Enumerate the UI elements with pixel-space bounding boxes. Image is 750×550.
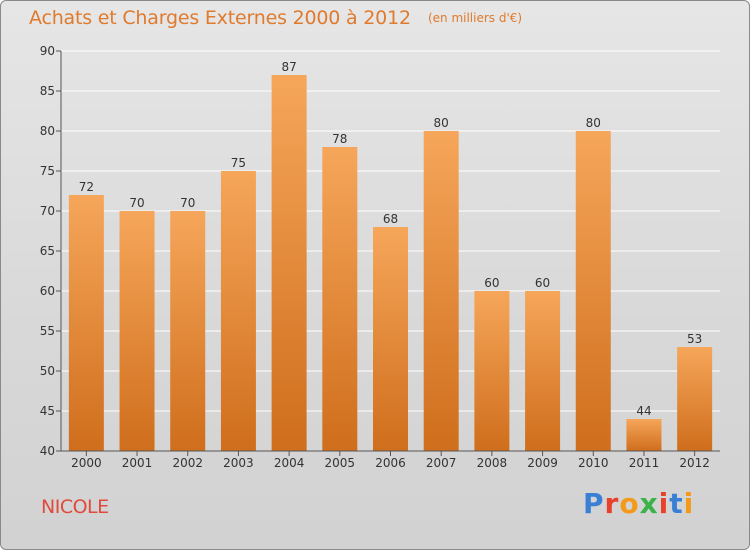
bar-2002 bbox=[170, 211, 206, 451]
y-tick-label: 40 bbox=[40, 444, 55, 458]
x-tick-label-2000: 2000 bbox=[71, 456, 102, 470]
chart-title: Achats et Charges Externes 2000 à 2012 bbox=[29, 7, 411, 29]
value-label-2008: 60 bbox=[484, 276, 499, 290]
bar-2011 bbox=[626, 419, 662, 451]
value-label-2002: 70 bbox=[180, 196, 195, 210]
logo-letter: x bbox=[639, 487, 659, 520]
x-tick-label-2005: 2005 bbox=[325, 456, 356, 470]
logo-letter: i bbox=[658, 487, 670, 520]
logo-letter: o bbox=[619, 487, 640, 520]
y-tick-label: 60 bbox=[40, 284, 55, 298]
y-tick-label: 85 bbox=[40, 84, 55, 98]
y-tick-label: 65 bbox=[40, 244, 55, 258]
logo-letter: t bbox=[669, 487, 684, 520]
bar-2006 bbox=[373, 227, 408, 451]
x-tick-label-2007: 2007 bbox=[426, 456, 457, 470]
x-tick-label-2012: 2012 bbox=[679, 456, 710, 470]
value-label-2004: 87 bbox=[281, 60, 296, 74]
logo-letter: r bbox=[604, 487, 620, 520]
bar-2000 bbox=[68, 195, 104, 451]
logo-letter: i bbox=[683, 487, 695, 520]
value-label-2001: 70 bbox=[129, 196, 144, 210]
bar-2010 bbox=[575, 131, 611, 451]
bar-2001 bbox=[119, 211, 155, 451]
x-tick-label-2009: 2009 bbox=[527, 456, 558, 470]
value-label-2000: 72 bbox=[79, 180, 94, 194]
value-label-2009: 60 bbox=[535, 276, 550, 290]
proxiti-logo: Proxiti bbox=[583, 487, 694, 520]
axes: 40 45 50 55 60 65 70 75 80 85 90 2000 2001 2002 2003 20… bbox=[40, 44, 720, 470]
x-tick-label-2008: 2008 bbox=[477, 456, 508, 470]
x-tick-label-2010: 2010 bbox=[578, 456, 609, 470]
y-tick-label: 55 bbox=[40, 324, 55, 338]
y-tick-label: 80 bbox=[40, 124, 55, 138]
bar-2005 bbox=[322, 147, 358, 451]
value-label-2003: 75 bbox=[231, 156, 246, 170]
x-tick-label-2006: 2006 bbox=[375, 456, 406, 470]
value-label-2005: 78 bbox=[332, 132, 347, 146]
x-tick-label-2002: 2002 bbox=[172, 456, 203, 470]
value-label-2012: 53 bbox=[687, 332, 702, 346]
y-tick-label: 50 bbox=[40, 364, 55, 378]
x-tick-label-2011: 2011 bbox=[629, 456, 660, 470]
chart-unit-label: (en milliers d'€) bbox=[427, 11, 523, 25]
bar-2007 bbox=[423, 131, 459, 451]
commune-name: NICOLE bbox=[41, 496, 109, 518]
x-tick-label-2001: 2001 bbox=[122, 456, 153, 470]
x-tick-label-2004: 2004 bbox=[274, 456, 305, 470]
y-tick-label: 45 bbox=[40, 404, 55, 418]
title-row: Achats et Charges Externes 2000 à 2012 (… bbox=[29, 7, 522, 29]
y-tick-label: 75 bbox=[40, 164, 55, 178]
value-label-2007: 80 bbox=[434, 116, 449, 130]
y-tick-label: 90 bbox=[40, 44, 55, 58]
y-tick-label: 70 bbox=[40, 204, 55, 218]
bar-2003 bbox=[220, 171, 256, 451]
bar-2012 bbox=[677, 347, 713, 451]
bar-2009 bbox=[525, 291, 561, 451]
x-tick-label-2003: 2003 bbox=[223, 456, 254, 470]
bar-2008 bbox=[474, 291, 510, 451]
logo-letter: P bbox=[583, 487, 605, 520]
value-label-2010: 80 bbox=[586, 116, 601, 130]
bars: 72 70 70 75 87 78 68 80 60 60 80 44 53 bbox=[68, 60, 713, 451]
value-label-2011: 44 bbox=[636, 404, 651, 418]
bar-2004 bbox=[271, 75, 307, 451]
value-label-2006: 68 bbox=[383, 212, 398, 226]
